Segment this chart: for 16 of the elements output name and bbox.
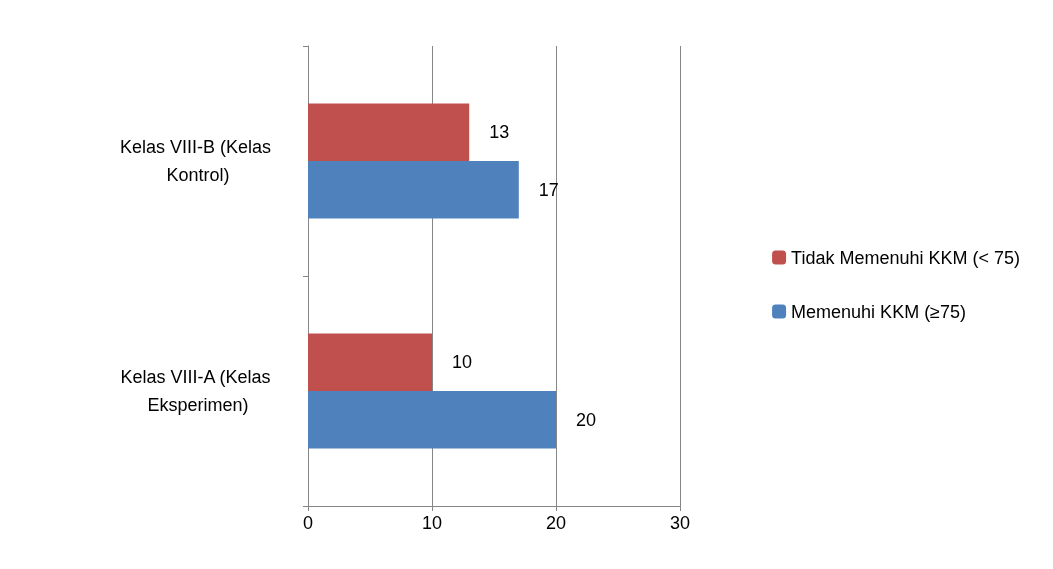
bar [308,103,470,161]
data-label: 17 [538,179,559,200]
legend-label: Memenuhi KKM (≥75) [791,301,967,322]
y-tick-label: Kelas VIII-B (Kelas Kontrol) [119,137,277,185]
data-label: 20 [576,409,597,430]
bar [308,391,556,449]
data-label: 13 [489,122,510,143]
legend-label: Tidak Memenuhi KKM (< 75) [791,247,1020,268]
x-tick-label: 20 [545,513,567,533]
x-tick-label: 0 [302,513,314,533]
bar [308,161,519,219]
y-tick-label: Kelas VIII-A (Kelas Eksperimen) [120,367,276,415]
bar [308,333,432,391]
data-label: 10 [452,352,473,373]
x-tick-label: 30 [669,513,691,533]
x-tick-label: 10 [421,513,443,533]
